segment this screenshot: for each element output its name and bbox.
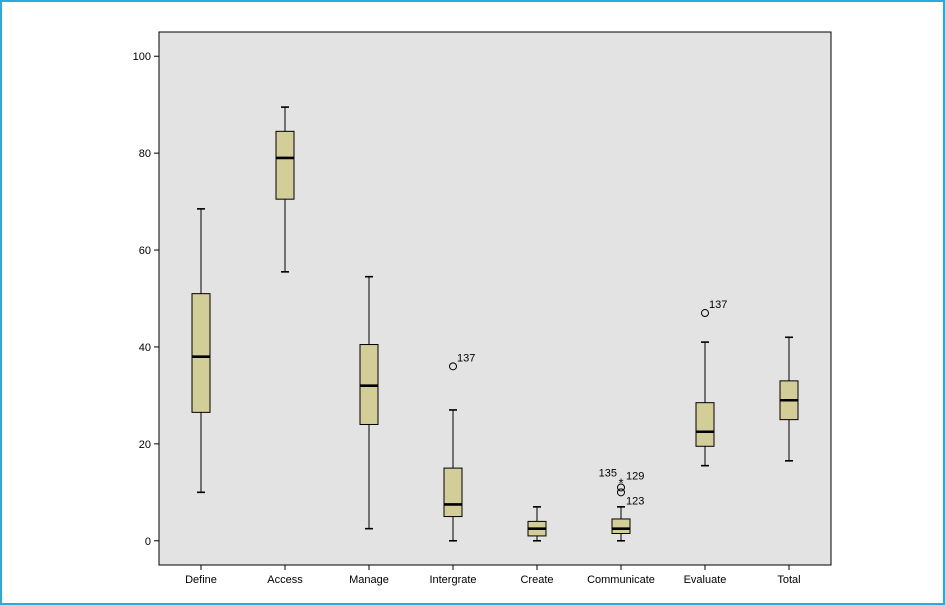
- box: [611, 518, 631, 535]
- x-tick-label: Communicate: [587, 574, 655, 586]
- x-tick-label: Evaluate: [684, 574, 727, 586]
- outlier-point: [701, 309, 709, 318]
- y-tick-label: 0: [145, 536, 151, 548]
- outlier-label: 129: [626, 470, 644, 482]
- y-tick-label: 80: [139, 148, 151, 160]
- outlier-label: 135: [599, 468, 617, 480]
- outlier-point: [617, 488, 625, 497]
- y-tick-label: 100: [133, 51, 151, 63]
- box: [275, 130, 295, 200]
- box: [443, 467, 463, 518]
- x-tick-label: Define: [185, 574, 217, 586]
- outlier-label: 137: [709, 299, 727, 311]
- y-tick-label: 60: [139, 245, 151, 257]
- box: [695, 402, 715, 447]
- outlier-label: 123: [626, 495, 644, 507]
- y-tick-label: 20: [139, 439, 151, 451]
- x-tick-label: Manage: [349, 574, 389, 586]
- x-tick-label: Intergrate: [429, 574, 476, 586]
- outlier-point: [617, 483, 625, 492]
- x-tick-label: Create: [520, 574, 553, 586]
- x-tick-label: Total: [777, 574, 800, 586]
- x-tick-label: Access: [267, 574, 303, 586]
- outlier-star: *: [618, 476, 623, 491]
- y-tick-label: 40: [139, 342, 151, 354]
- plot-area: [158, 31, 832, 566]
- outlier-label: 137: [457, 352, 475, 364]
- outlier-point: [449, 362, 457, 371]
- box: [191, 293, 211, 413]
